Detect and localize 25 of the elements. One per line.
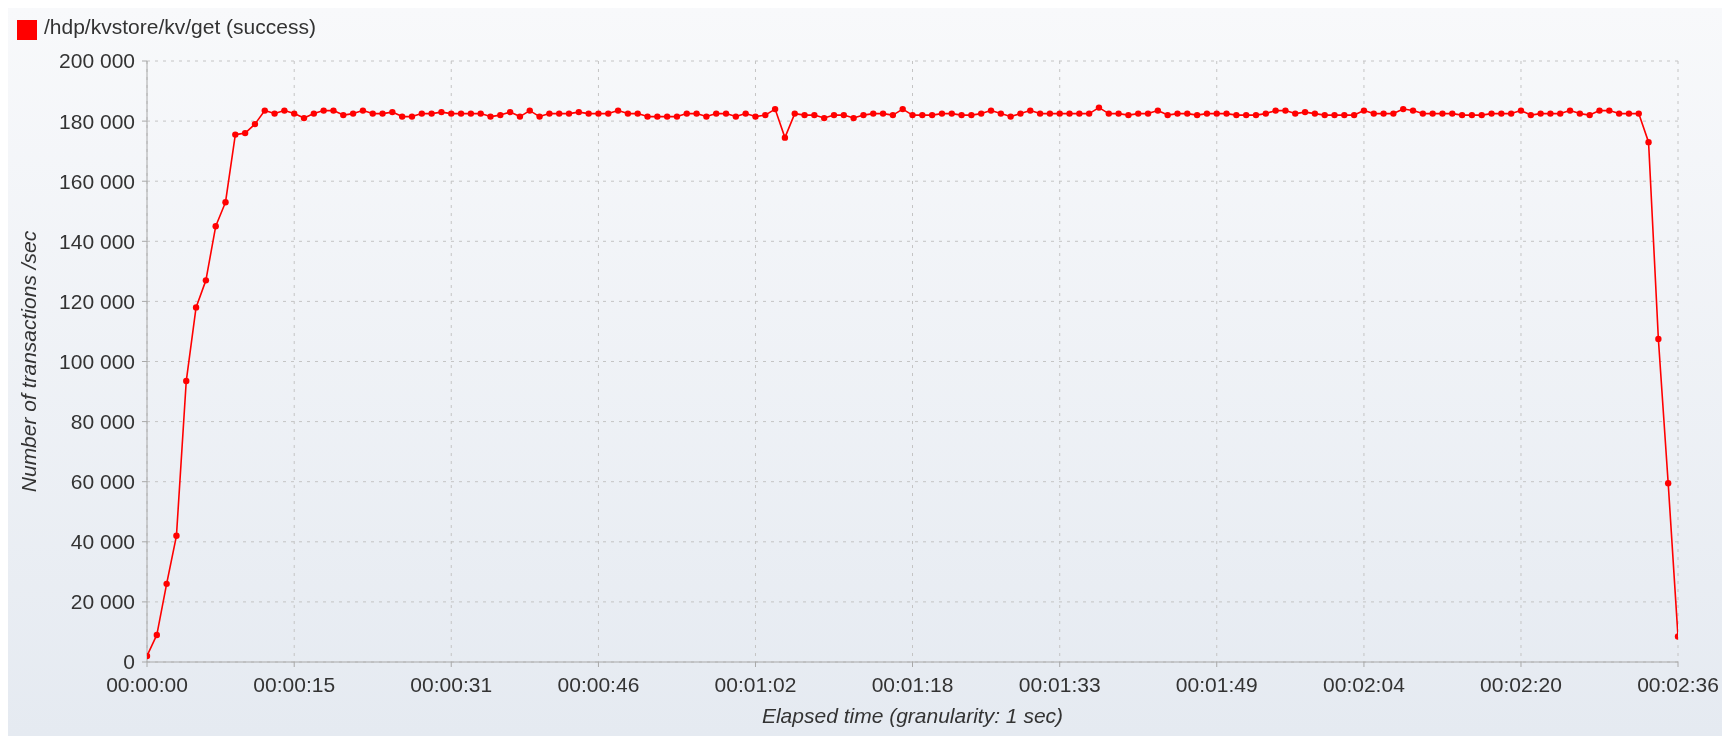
x-tick-label: 00:01:33: [1018, 672, 1101, 696]
y-axis-title: Number of transactions /sec: [16, 230, 40, 493]
x-tick-label: 00:01:02: [714, 672, 797, 696]
y-tick-label: 200 000: [59, 49, 135, 73]
y-tick-label: 160 000: [59, 169, 135, 193]
x-tick-label: 00:02:04: [1323, 672, 1406, 696]
y-tick-label: 40 000: [70, 530, 135, 554]
x-tick-label: 00:00:00: [106, 672, 188, 696]
x-tick-label: 00:00:31: [410, 672, 493, 696]
x-tick-label: 00:02:20: [1480, 672, 1562, 696]
x-tick-label: 00:02:36: [1637, 672, 1719, 696]
x-axis-title: Elapsed time (granularity: 1 sec): [761, 704, 1064, 727]
x-tick-label: 00:01:18: [871, 672, 954, 696]
y-tick-label: 140 000: [59, 229, 135, 253]
y-tick-label: 60 000: [70, 470, 135, 494]
y-tick-label: 180 000: [59, 109, 135, 133]
y-tick-label: 80 000: [70, 410, 135, 434]
x-tick-label: 00:00:46: [557, 672, 640, 696]
y-tick-label: 100 000: [59, 349, 135, 373]
x-tick-label: 00:00:15: [253, 672, 336, 696]
y-tick-label: 20 000: [70, 590, 135, 614]
legend-label: /hdp/kvstore/kv/get (success): [44, 15, 316, 38]
y-tick-label: 0: [123, 650, 135, 674]
y-tick-label: 120 000: [59, 289, 135, 313]
x-tick-label: 00:01:49: [1175, 672, 1258, 696]
